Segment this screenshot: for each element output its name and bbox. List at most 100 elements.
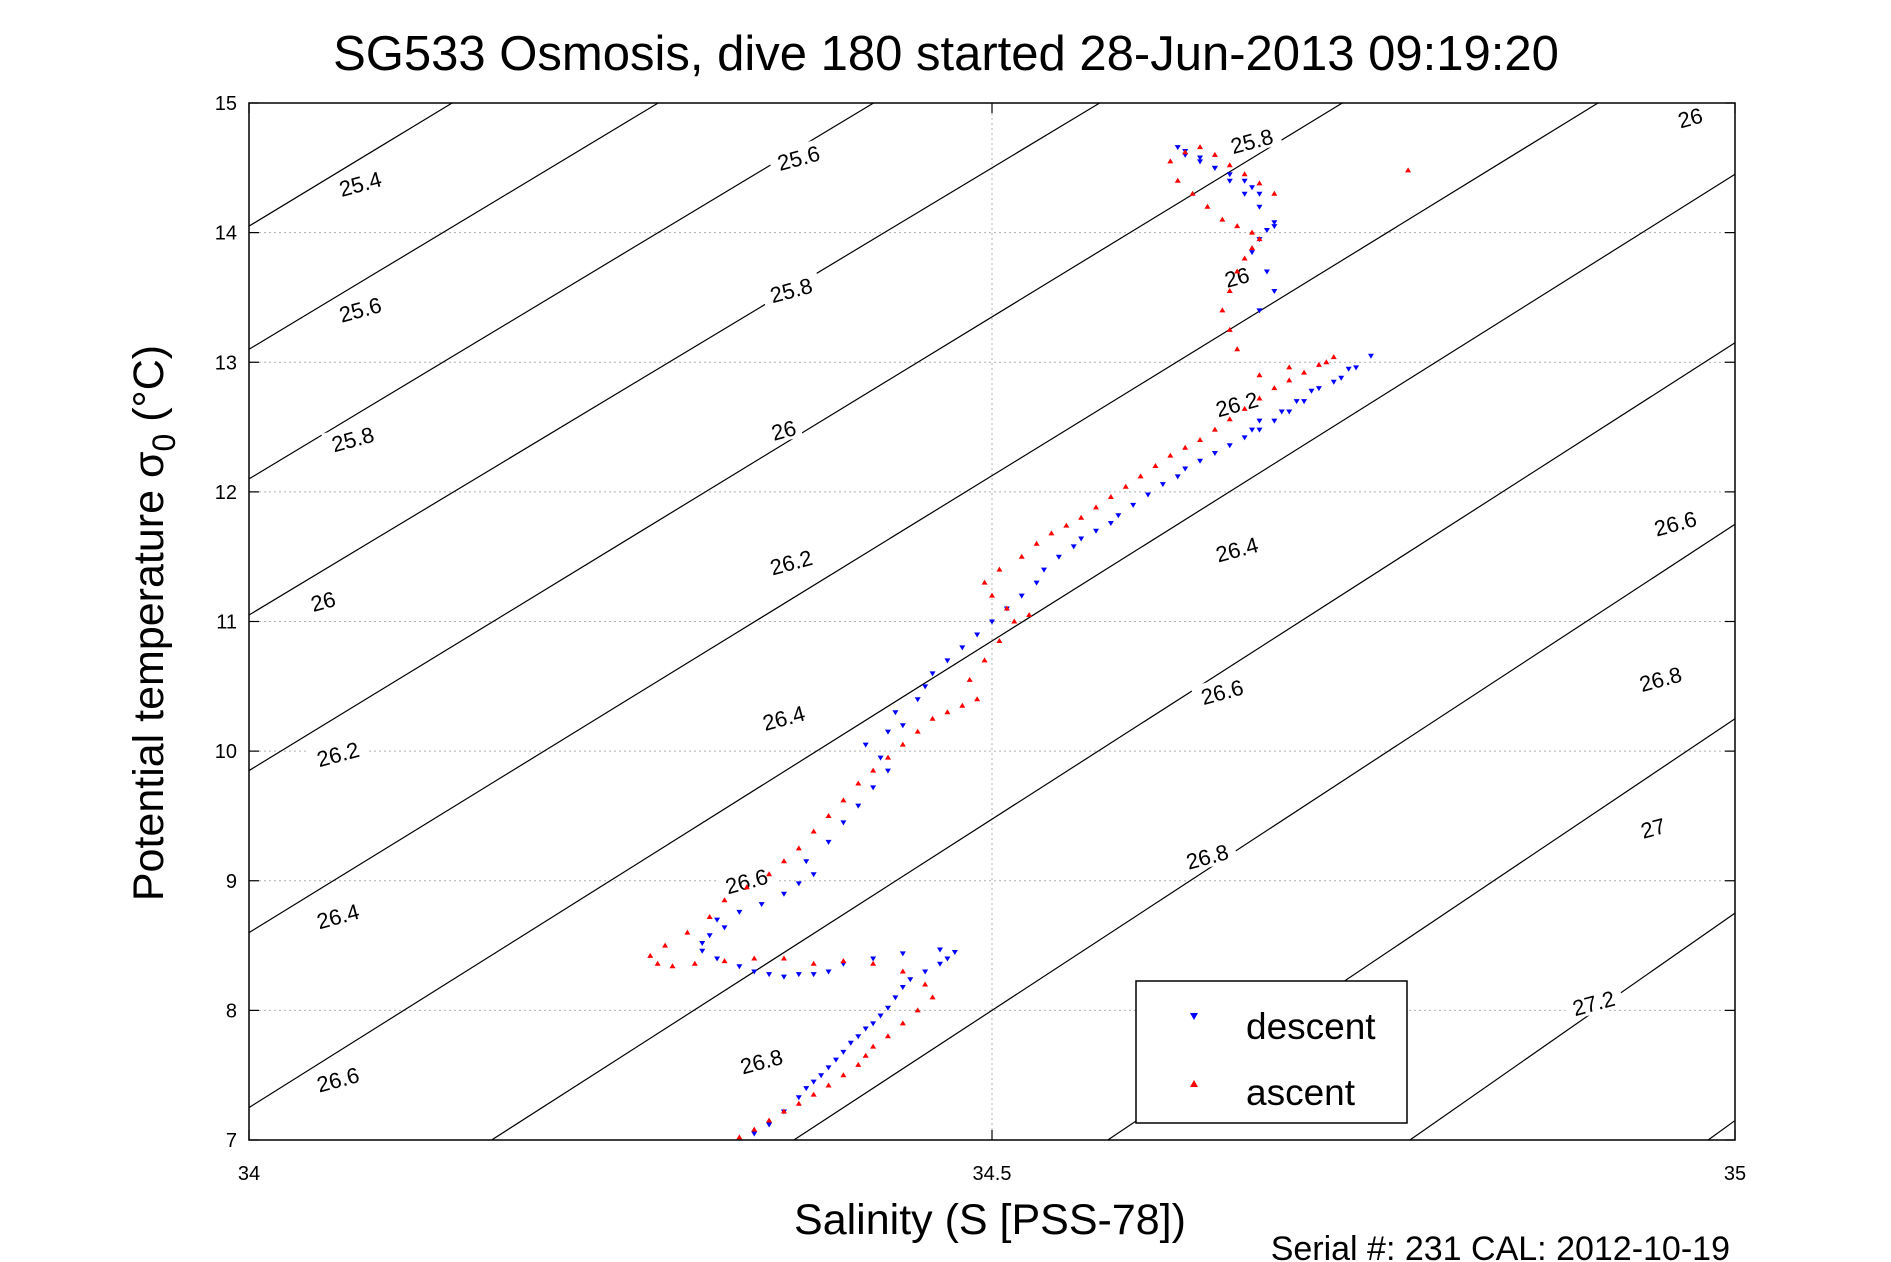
contour-label-bg (1633, 810, 1673, 843)
ascent-point (1211, 151, 1218, 157)
isopycnal-line (793, 523, 1736, 1141)
descent-point (936, 961, 943, 967)
ascent-point (840, 797, 847, 803)
contour-label-bg (759, 269, 822, 309)
descent-point (1078, 536, 1085, 542)
descent-point (825, 969, 832, 975)
ascent-point (662, 942, 669, 948)
y-tick-label: 11 (216, 612, 237, 634)
descent-point (810, 872, 817, 878)
contour-label-bg (1643, 503, 1707, 542)
ascent-point (1137, 473, 1144, 479)
descent-point (1271, 224, 1278, 230)
descent-point (877, 755, 884, 761)
contour-label-bg (321, 418, 384, 458)
descent-point (1338, 375, 1345, 381)
ascent-point (914, 728, 921, 734)
descent-point (1271, 418, 1278, 424)
ascent-point (899, 1020, 906, 1026)
ascent-point (1011, 618, 1018, 624)
descent-point (1256, 427, 1263, 433)
ascent-point (1018, 553, 1025, 559)
descent-point (1033, 580, 1040, 586)
descent-point (832, 1057, 839, 1063)
contour-label-bg (752, 697, 815, 736)
ascent-point (1256, 395, 1263, 401)
contour-label-bg (730, 1041, 793, 1080)
descent-point (1226, 178, 1233, 184)
descent-point (862, 1026, 869, 1032)
contour-label-bg (303, 584, 343, 617)
ascent-point (669, 963, 676, 969)
descent-point (1249, 427, 1256, 433)
descent-point (706, 933, 713, 939)
ascent-point (1271, 385, 1278, 391)
ascent-point (1226, 416, 1233, 422)
descent-point (884, 1005, 891, 1011)
contour-label-bg (328, 163, 392, 202)
ascent-point (899, 741, 906, 747)
ascent-point (840, 1072, 847, 1078)
descent-point (758, 902, 765, 908)
ascent-point (684, 929, 691, 935)
ascent-point (1152, 462, 1159, 468)
ascent-point (840, 958, 847, 964)
ascent-point (721, 897, 728, 903)
ascent-point (989, 592, 995, 598)
ascent-point (1241, 405, 1248, 411)
ascent-point (1241, 255, 1248, 261)
ascent-point (1226, 326, 1233, 332)
isopycnal-line (1409, 912, 1736, 1141)
ascent-point (751, 955, 758, 961)
descent-point (1174, 145, 1181, 151)
descent-point (1315, 386, 1322, 392)
descent-point (1345, 366, 1352, 372)
descent-point (1107, 520, 1114, 526)
descent-point (1367, 353, 1374, 359)
contour-label-bg (1629, 658, 1692, 697)
descent-point (892, 710, 899, 716)
ascent-point (810, 960, 817, 966)
descent-point (862, 742, 869, 748)
descent-point (699, 948, 706, 954)
descent-point (803, 1086, 810, 1092)
ascent-point (1122, 483, 1129, 489)
descent-point (810, 972, 817, 978)
descent-point (1130, 502, 1137, 508)
descent-point (877, 1013, 884, 1019)
ascent-point (929, 994, 936, 1000)
ascent-point (959, 702, 966, 708)
descent-point (780, 891, 787, 897)
ascent-point (855, 1061, 862, 1067)
descent-point (1197, 155, 1204, 161)
contour-label-bg (1217, 260, 1257, 293)
descent-point (944, 658, 951, 664)
serial-cal-footer: Serial #: 231 CAL: 2012-10-19 (1271, 1230, 1730, 1262)
descent-point (899, 985, 906, 991)
ascent-point (1204, 203, 1211, 209)
descent-point (936, 947, 943, 953)
ascent-point (1182, 444, 1189, 450)
ascent-point (810, 1091, 817, 1097)
ascent-point (884, 1033, 891, 1039)
descent-point (1226, 443, 1233, 449)
descent-point (847, 1040, 854, 1046)
descent-point (818, 1073, 825, 1079)
descent-point (1159, 482, 1166, 488)
ascent-point (1256, 180, 1263, 186)
ascent-point (1219, 216, 1226, 222)
contour-label-bg (328, 289, 392, 328)
ascent-point (862, 1052, 869, 1058)
descent-point (922, 684, 929, 690)
ascent-point (884, 754, 891, 760)
y-tick-label: 7 (226, 1130, 237, 1152)
ascent-point (1167, 158, 1174, 164)
descent-point (1286, 409, 1293, 415)
ascent-point (751, 1126, 758, 1132)
y-tick-label: 14 (215, 223, 237, 245)
y-tick-label: 8 (226, 1000, 237, 1022)
ascent-point (1033, 540, 1040, 546)
descent-point (899, 723, 906, 729)
descent-point (1249, 185, 1256, 191)
